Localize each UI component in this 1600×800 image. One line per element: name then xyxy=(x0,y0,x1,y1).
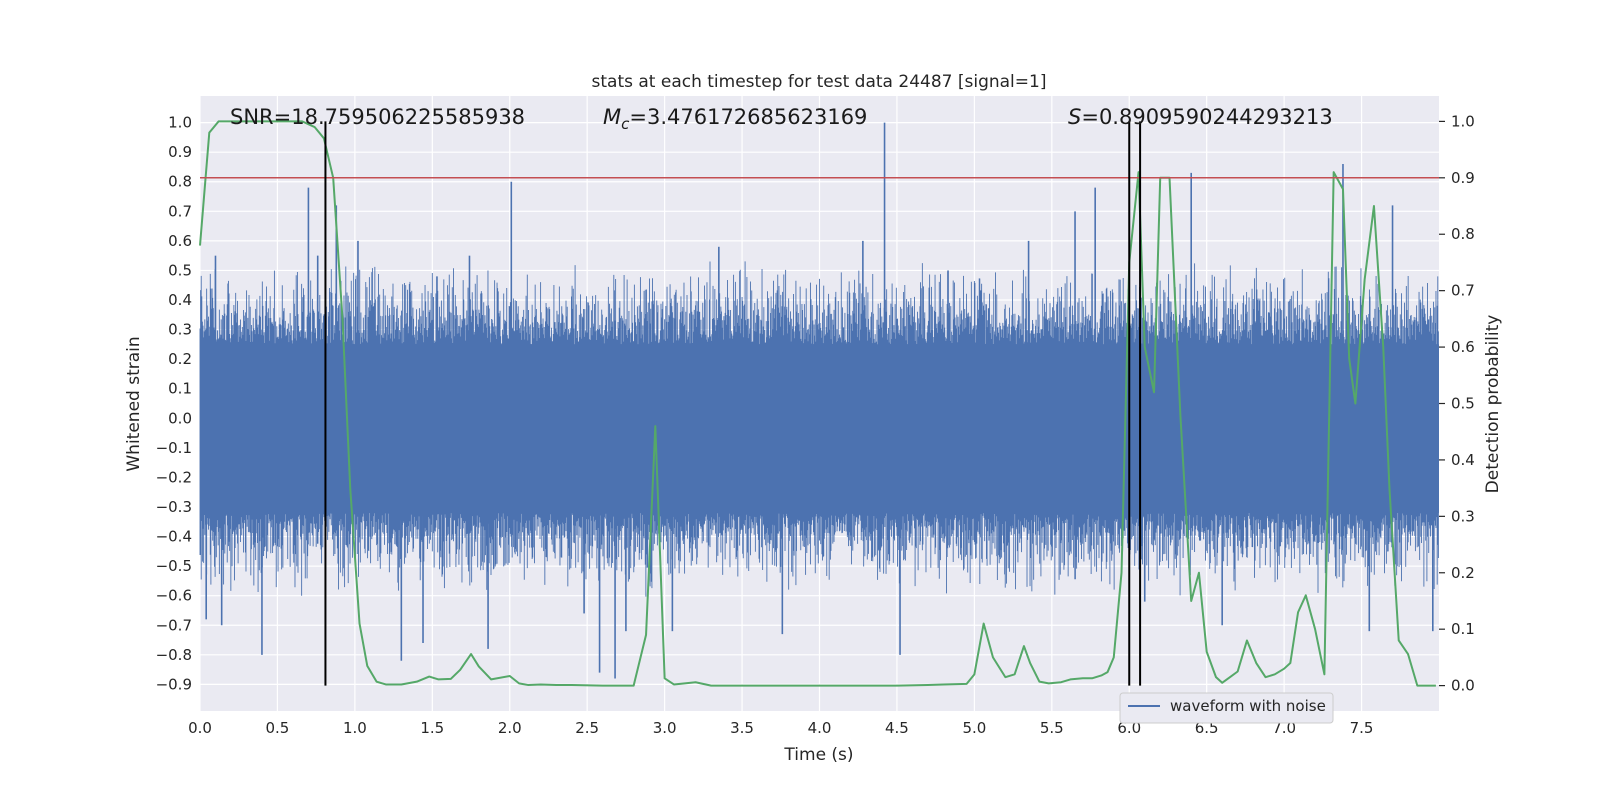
x-tick-label: 5.5 xyxy=(1040,719,1064,737)
probability-line xyxy=(199,120,1436,687)
legend: waveform with noise xyxy=(1119,692,1334,724)
y-right-tick-label: 0.9 xyxy=(1451,169,1475,187)
y-tick-label: −0.8 xyxy=(156,646,192,664)
y-tick-label: 0.6 xyxy=(168,232,192,250)
chart-title: stats at each timestep for test data 244… xyxy=(592,72,1047,92)
waveform-trace xyxy=(199,261,1439,597)
x-tick-label: 2.0 xyxy=(498,719,522,737)
y-tick-label: 0.4 xyxy=(168,291,192,309)
s-value: =0.8909590244293213 xyxy=(1081,105,1332,129)
y-tick-label: −0.1 xyxy=(156,439,192,457)
y-right-tick-label: 0.4 xyxy=(1451,451,1475,469)
x-axis-ticks: 0.0 0.5 1.0 1.5 2.0 2.5 3.0 3.5 4.0 4.5 5.0 5.5 6.0 6… xyxy=(188,719,1373,737)
y-tick-label: 0.8 xyxy=(168,173,192,191)
x-tick-label: 4.0 xyxy=(808,719,832,737)
y-tick-label: −0.6 xyxy=(156,587,192,605)
y-tick-label: 0.3 xyxy=(168,321,192,339)
y-right-tick-label: 0.3 xyxy=(1451,507,1475,525)
event-markers xyxy=(200,121,1439,686)
x-tick-label: 0.5 xyxy=(266,719,290,737)
y-right-tick-label: 0.2 xyxy=(1451,564,1475,582)
y-tick-label: 1.0 xyxy=(168,114,192,132)
detection-probability-series xyxy=(199,120,1436,687)
y-right-tick-label: 1.0 xyxy=(1451,112,1475,130)
x-tick-label: 5.0 xyxy=(962,719,986,737)
s-annotation: S=0.8909590244293213 xyxy=(1068,105,1333,129)
chirp-mass-value: =3.476172685623169 xyxy=(629,105,867,129)
y-right-tick-label: 0.0 xyxy=(1451,677,1475,695)
legend-label: waveform with noise xyxy=(1170,697,1326,715)
y-tick-label: −0.9 xyxy=(156,675,192,693)
y-right-tick-label: 0.6 xyxy=(1451,338,1475,356)
y-tick-label: 0.5 xyxy=(168,261,192,279)
y-right-tick-label: 0.1 xyxy=(1451,620,1475,638)
y-tick-label: 0.9 xyxy=(168,143,192,161)
x-tick-label: 3.5 xyxy=(730,719,754,737)
y-tick-label: −0.2 xyxy=(156,468,192,486)
y-axis-ticks: −0.9 −0.8 −0.7 −0.6 −0.5 −0.4 −0.3 −0.2 −0.1 0.0 0… xyxy=(156,114,192,694)
y-tick-label: 0.2 xyxy=(168,350,192,368)
y-right-axis-label: Detection probability xyxy=(1483,315,1503,494)
s-symbol: S xyxy=(1068,105,1081,129)
y-tick-label: 0.7 xyxy=(168,202,192,220)
x-tick-label: 1.5 xyxy=(420,719,444,737)
y-tick-label: −0.3 xyxy=(156,498,192,516)
y-tick-label: −0.5 xyxy=(156,557,192,575)
y-tick-label: −0.7 xyxy=(156,616,192,634)
x-tick-label: 0.0 xyxy=(188,719,212,737)
x-tick-label: 7.5 xyxy=(1350,719,1374,737)
chirp-mass-annotation: Mc=3.476172685623169 xyxy=(603,105,867,133)
chirp-mass-symbol: M xyxy=(603,105,621,129)
y-right-axis-ticks: 0.0 0.1 0.2 0.3 0.4 0.5 0.6 0.7 0.8 0.9 1.0 xyxy=(1439,112,1475,695)
chirp-mass-subscript: c xyxy=(621,115,630,133)
x-axis-label: Time (s) xyxy=(783,745,853,765)
x-tick-label: 2.5 xyxy=(575,719,599,737)
y-right-tick-label: 0.7 xyxy=(1451,282,1475,300)
y-tick-label: 0.0 xyxy=(168,409,192,427)
x-tick-label: 3.0 xyxy=(653,719,677,737)
waveform-with-noise-series xyxy=(199,122,1439,679)
y-right-tick-label: 0.8 xyxy=(1451,225,1475,243)
x-tick-label: 1.0 xyxy=(343,719,367,737)
y-axis-label: Whitened strain xyxy=(124,336,144,471)
snr-annotation: SNR=18.759506225585938 xyxy=(230,105,525,129)
y-right-tick-label: 0.5 xyxy=(1451,395,1475,413)
y-tick-label: 0.1 xyxy=(168,380,192,398)
y-tick-label: −0.4 xyxy=(156,528,192,546)
legend-box xyxy=(1119,692,1334,724)
x-tick-label: 4.5 xyxy=(885,719,909,737)
